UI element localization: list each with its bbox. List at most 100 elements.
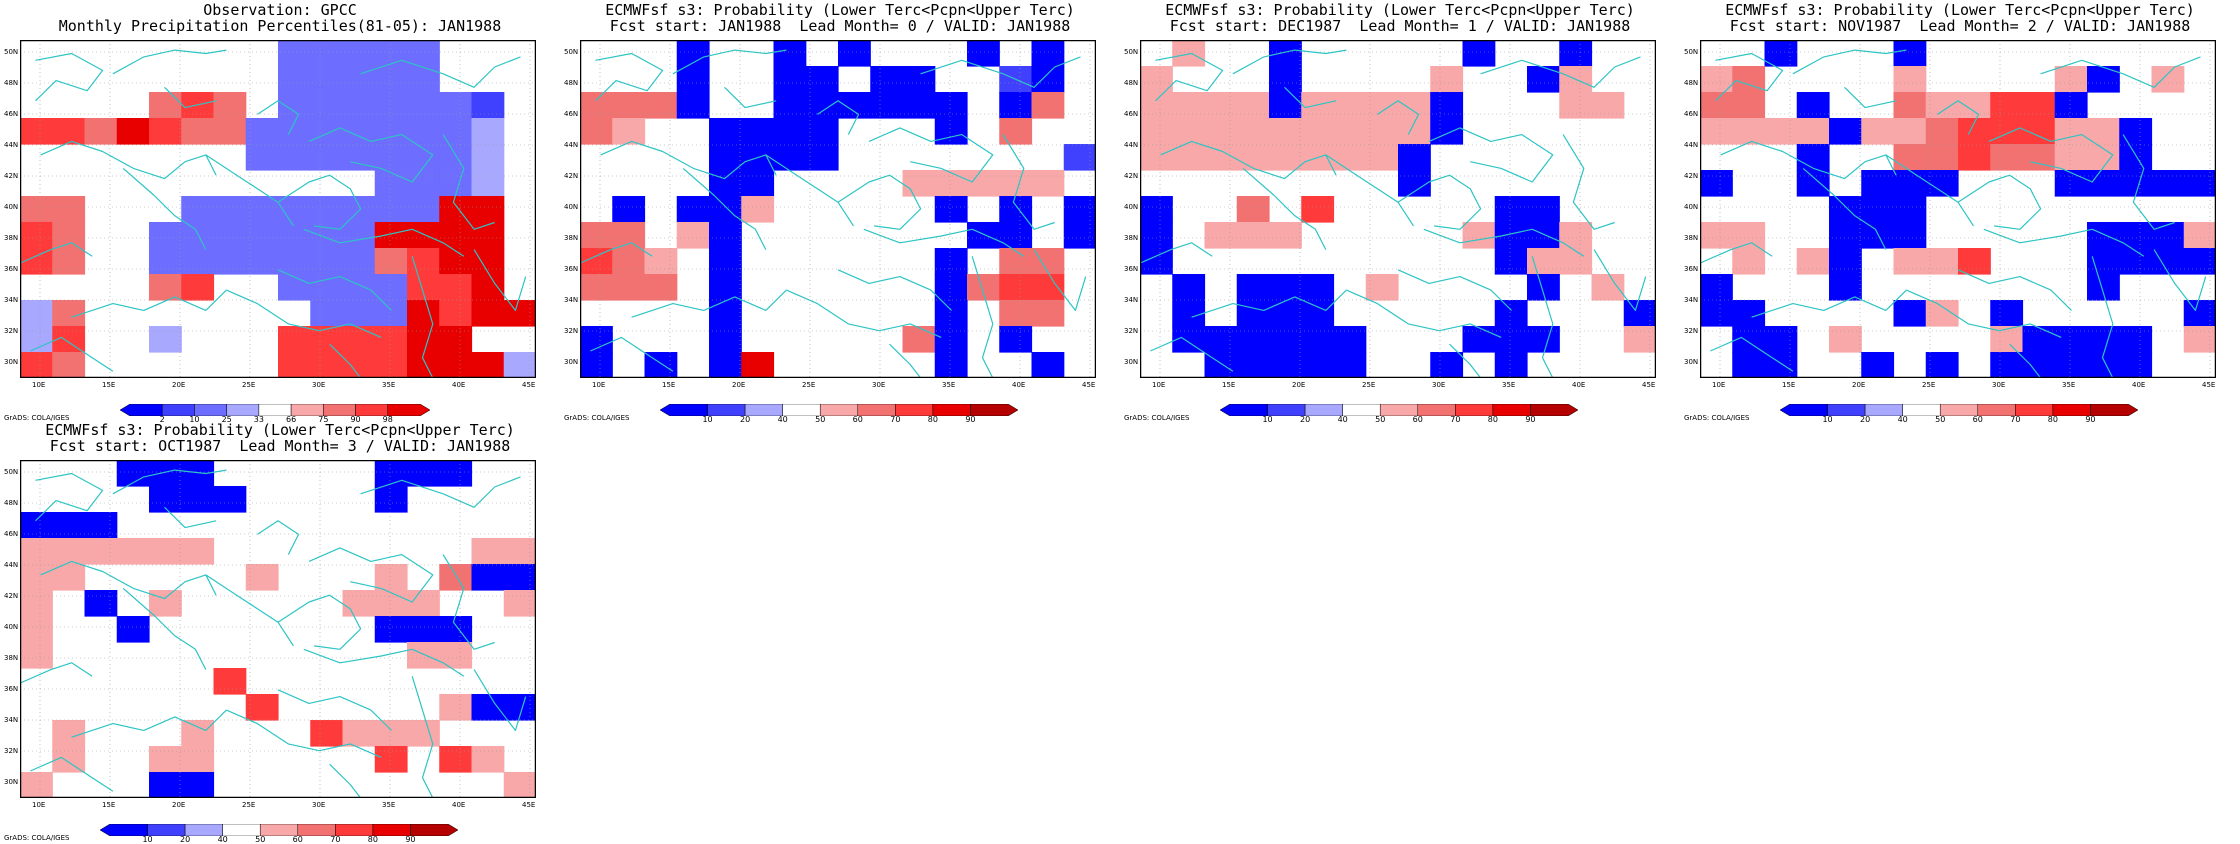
grid-cell	[709, 326, 742, 353]
coastline	[360, 56, 521, 88]
grid-cell	[1031, 92, 1065, 119]
grid-cell	[1365, 92, 1399, 119]
grid-cell	[1591, 92, 1625, 119]
latitude-label: 42N	[1684, 172, 1699, 180]
latitude-label: 32N	[1124, 327, 1139, 335]
coastline	[1751, 289, 1907, 318]
longitude-label: 25E	[802, 381, 816, 389]
grid-cell	[213, 668, 247, 695]
coastline	[863, 228, 1025, 257]
longitude-label: 15E	[1222, 381, 1236, 389]
grid-cell	[439, 694, 473, 721]
grid-cell	[278, 326, 311, 353]
grid-cell	[52, 300, 86, 327]
grid-cell	[374, 590, 408, 617]
grid-cell	[2022, 92, 2056, 119]
coastline	[1792, 49, 1907, 75]
panel-subtitle: Fcst start: DEC1987 Lead Month= 1 / VALI…	[1169, 17, 1631, 35]
grid-cell	[1829, 274, 1862, 301]
panel-subtitle: Fcst start: JAN1988 Lead Month= 0 / VALI…	[609, 17, 1071, 35]
grid-cell	[374, 720, 408, 747]
grid-cell	[20, 196, 53, 223]
grid-cell	[1764, 40, 1798, 67]
coastline	[164, 506, 217, 529]
grid-cell	[612, 92, 646, 119]
colorbar-tick-label: 90	[1525, 415, 1536, 424]
grid-cell	[1700, 222, 1733, 249]
coastline	[817, 100, 860, 135]
grid-cell	[407, 720, 440, 747]
map-panel: ECMWFsf s3: Probability (Lower Terc<Pcpn…	[1120, 0, 1680, 424]
grid-cell	[439, 616, 473, 643]
grid-cell	[471, 118, 505, 145]
grid-cell	[1861, 170, 1895, 197]
grid-cell	[1301, 196, 1335, 223]
grid-cell	[805, 118, 839, 145]
grid-cell	[149, 590, 182, 617]
coastline	[1802, 167, 1887, 250]
grid-cell	[374, 248, 408, 275]
grid-cell	[1430, 66, 1464, 93]
longitude-label: 35E	[2062, 381, 2076, 389]
grid-cell	[374, 92, 408, 119]
grid-cell	[181, 746, 215, 773]
grid-cell	[407, 590, 440, 617]
map-canvas	[1700, 40, 2216, 378]
longitude-label: 45E	[1642, 381, 1656, 389]
coastline	[20, 242, 93, 264]
grid-cell	[213, 118, 247, 145]
grid-cell	[2087, 170, 2120, 197]
grid-cell	[838, 92, 871, 119]
grid-cell	[999, 222, 1033, 249]
grid-cell	[310, 720, 344, 747]
latitude-label: 42N	[4, 592, 19, 600]
grid-cell	[407, 616, 440, 643]
grid-cell	[1732, 118, 1766, 145]
longitude-label: 45E	[522, 801, 536, 809]
coastline	[1480, 56, 1641, 88]
grid-cell	[20, 538, 53, 565]
grid-cell	[709, 196, 742, 223]
grid-cell	[1893, 66, 1927, 93]
grid-cell	[2119, 222, 2153, 249]
panel-subtitle: Fcst start: OCT1987 Lead Month= 3 / VALI…	[49, 437, 511, 455]
latitude-label: 50N	[4, 468, 19, 476]
colorbar-swatch	[970, 403, 1019, 417]
grid-cell	[1861, 118, 1895, 145]
grid-cell	[1925, 118, 1959, 145]
grid-cell	[439, 274, 473, 301]
grid-cell	[1990, 352, 2024, 378]
grid-cell	[1893, 118, 1927, 145]
map-canvas	[20, 460, 536, 798]
latitude-label: 30N	[1124, 358, 1139, 366]
longitude-label: 35E	[382, 801, 396, 809]
grid-cell	[1462, 222, 1496, 249]
grid-cell	[439, 118, 473, 145]
grid-cell	[245, 144, 279, 171]
grid-cell	[310, 40, 344, 67]
coastline	[40, 560, 217, 600]
grid-cell	[471, 222, 505, 249]
grid-cell	[374, 40, 408, 67]
latitude-label: 48N	[4, 79, 19, 87]
grid-cell	[709, 118, 742, 145]
coastline	[1562, 134, 1615, 230]
grid-cell	[2183, 222, 2216, 249]
grid-cell	[181, 196, 215, 223]
coastline	[40, 140, 217, 180]
grid-cell	[342, 300, 376, 327]
grid-cell	[84, 538, 118, 565]
grid-cell	[310, 196, 344, 223]
coastline	[1140, 242, 1213, 264]
grid-cell	[1269, 92, 1302, 119]
coastline	[1428, 127, 1554, 183]
grid-cell	[1140, 196, 1173, 223]
grid-cell	[1204, 222, 1238, 249]
grid-cell	[52, 222, 86, 249]
grid-cell	[838, 40, 871, 67]
grid-cell	[149, 118, 182, 145]
grid-cell	[1591, 274, 1625, 301]
grid-cell	[2087, 66, 2120, 93]
colorbar	[119, 401, 431, 417]
coastline	[1346, 289, 1502, 338]
